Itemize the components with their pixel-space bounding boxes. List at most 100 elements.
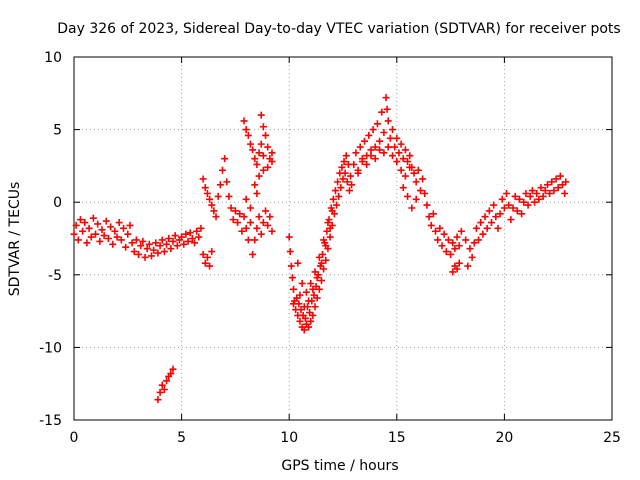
data-point	[290, 285, 298, 293]
data-point	[264, 143, 272, 151]
data-point	[171, 232, 179, 240]
data-point	[249, 250, 257, 258]
data-point	[100, 232, 108, 240]
data-point	[340, 158, 348, 166]
data-point	[507, 216, 515, 224]
x-tick-label: 0	[70, 430, 79, 446]
data-point	[505, 201, 513, 209]
data-point	[201, 259, 209, 267]
data-point	[419, 175, 427, 183]
data-point	[132, 236, 140, 244]
data-point	[451, 245, 459, 253]
data-point	[453, 233, 461, 241]
data-point	[268, 149, 276, 157]
data-point	[234, 219, 242, 227]
plot-frame	[73, 56, 613, 421]
data-point	[163, 240, 171, 248]
data-point	[242, 224, 250, 232]
data-point	[376, 146, 384, 154]
data-point	[182, 230, 190, 238]
data-point	[143, 245, 151, 253]
data-point	[255, 172, 263, 180]
data-point	[331, 187, 339, 195]
data-point	[338, 163, 346, 171]
data-point	[412, 178, 420, 186]
data-point	[337, 184, 345, 192]
data-point	[214, 192, 222, 200]
data-point	[427, 221, 435, 229]
data-point	[436, 224, 444, 232]
data-point	[225, 192, 233, 200]
data-point	[383, 105, 391, 113]
data-point	[300, 303, 308, 311]
data-point	[167, 370, 175, 378]
data-point	[253, 224, 261, 232]
data-point	[251, 236, 259, 244]
data-point	[453, 265, 461, 273]
data-point	[113, 233, 121, 241]
data-point	[255, 213, 263, 221]
data-point	[315, 253, 323, 261]
data-point	[421, 189, 429, 197]
data-point	[425, 213, 433, 221]
data-point	[550, 187, 558, 195]
data-point	[535, 195, 543, 203]
data-point	[455, 242, 463, 250]
data-point	[376, 137, 384, 145]
data-point	[307, 317, 315, 325]
data-point	[186, 229, 194, 237]
x-tick-label: 20	[495, 430, 513, 446]
data-point	[406, 152, 414, 160]
data-point	[253, 160, 261, 168]
data-point	[167, 245, 175, 253]
data-point	[147, 252, 155, 260]
data-point	[199, 175, 207, 183]
grid-lines	[74, 57, 612, 420]
chart-title: Day 326 of 2023, Sidereal Day-to-day VTE…	[57, 21, 620, 37]
data-point	[401, 172, 409, 180]
data-point	[410, 169, 418, 177]
data-point	[242, 126, 250, 134]
data-point	[490, 201, 498, 209]
data-point	[440, 230, 448, 238]
y-tick-label: 5	[53, 123, 62, 139]
data-point	[408, 204, 416, 212]
data-point	[354, 169, 362, 177]
data-point	[326, 224, 334, 232]
data-point	[227, 204, 235, 212]
data-point	[221, 155, 229, 163]
data-point	[262, 131, 270, 139]
data-point	[150, 246, 158, 254]
data-point	[356, 143, 364, 151]
data-point	[326, 233, 334, 241]
data-point	[246, 204, 254, 212]
y-tick-label: -15	[39, 413, 62, 429]
data-point	[466, 245, 474, 253]
data-point	[195, 233, 203, 241]
data-point	[107, 223, 115, 231]
data-point	[286, 248, 294, 256]
data-point	[152, 239, 160, 247]
data-point	[548, 178, 556, 186]
data-point	[259, 152, 267, 160]
data-point	[218, 166, 226, 174]
data-point	[294, 259, 302, 267]
data-point	[479, 230, 487, 238]
data-point	[126, 221, 134, 229]
data-point	[315, 285, 323, 293]
data-point	[395, 149, 403, 157]
data-point	[324, 219, 332, 227]
data-point	[102, 217, 110, 225]
data-point	[244, 236, 252, 244]
data-point	[334, 178, 342, 186]
data-point	[503, 189, 511, 197]
data-point	[302, 288, 310, 296]
data-point	[393, 134, 401, 142]
data-point	[496, 210, 504, 218]
data-point	[462, 236, 470, 244]
data-point	[208, 201, 216, 209]
data-point	[562, 178, 570, 186]
data-point	[246, 140, 254, 148]
data-point	[429, 210, 437, 218]
